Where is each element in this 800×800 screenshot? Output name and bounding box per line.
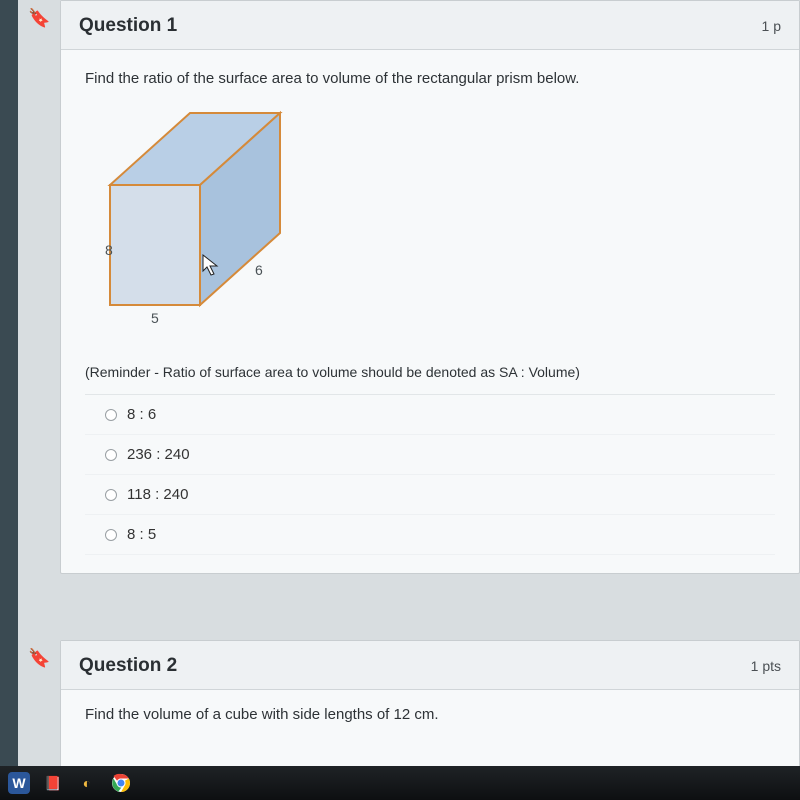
dim-height: 6 [255,262,263,278]
answer-list: 8 : 6 236 : 240 118 : 240 8 : 5 [85,394,775,555]
question-prompt: Find the volume of a cube with side leng… [85,706,775,723]
taskbar: W 📕 ◐ [0,766,800,800]
question-1-card: Question 1 1 p Find the ratio of the sur… [60,0,800,574]
question-title: Question 2 [79,655,177,677]
dim-depth: 8 [105,242,113,258]
prism-front-face [110,185,200,305]
word-icon[interactable]: W [8,772,30,794]
chrome-icon[interactable] [110,772,132,794]
question-title: Question 1 [79,15,177,37]
answer-option[interactable]: 8 : 6 [85,395,775,435]
meter-icon[interactable]: ◐ [76,772,98,794]
dim-width: 5 [151,310,159,326]
answer-label: 236 : 240 [127,446,190,463]
radio-icon[interactable] [105,489,117,501]
radio-icon[interactable] [105,529,117,541]
inbox-icon[interactable]: 📕 [42,772,64,794]
question-reminder: (Reminder - Ratio of surface area to vol… [85,364,775,380]
question-points: 1 p [762,18,781,34]
question-points: 1 pts [751,658,781,674]
bookmark-icon[interactable]: 🔖 [28,8,50,29]
answer-label: 8 : 6 [127,406,156,423]
question-2-card: Question 2 1 pts Find the volume of a cu… [60,640,800,766]
answer-option[interactable]: 118 : 240 [85,475,775,515]
radio-icon[interactable] [105,409,117,421]
question-prompt: Find the ratio of the surface area to vo… [85,70,775,87]
answer-option[interactable]: 8 : 5 [85,515,775,555]
bookmark-icon[interactable]: 🔖 [28,648,50,669]
prism-diagram: 8 6 5 [85,105,775,350]
radio-icon[interactable] [105,449,117,461]
answer-label: 118 : 240 [127,486,188,503]
question-header: Question 1 1 p [61,1,799,50]
question-header: Question 2 1 pts [61,641,799,690]
answer-label: 8 : 5 [127,526,156,543]
window-left-frame [0,0,18,766]
answer-option[interactable]: 236 : 240 [85,435,775,475]
